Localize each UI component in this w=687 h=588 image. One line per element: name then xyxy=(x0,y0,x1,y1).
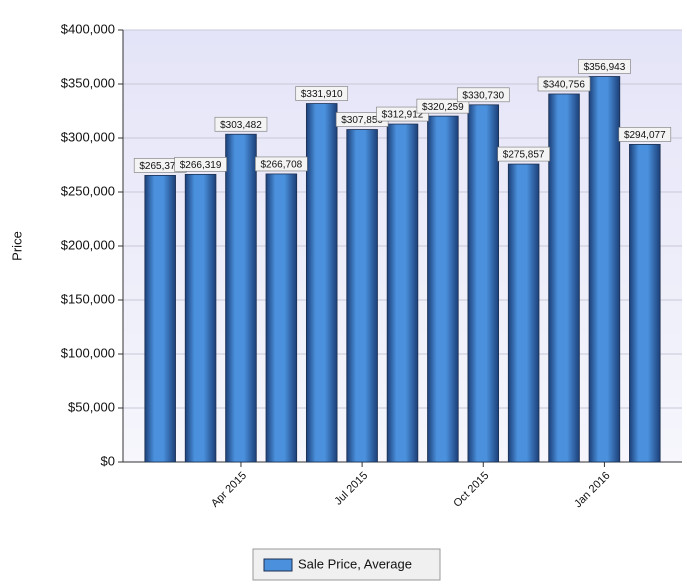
value-label: $340,756 xyxy=(543,80,585,91)
y-tick-label: $0 xyxy=(101,453,115,468)
bar xyxy=(588,76,621,463)
y-tick-label: $50,000 xyxy=(68,399,115,414)
x-tick-label: Jan 2016 xyxy=(572,470,612,510)
value-label-box xyxy=(618,127,672,142)
y-tick-label: $200,000 xyxy=(61,237,115,252)
value-label: $266,708 xyxy=(260,160,302,171)
bar xyxy=(184,173,217,463)
y-axis-label: Price xyxy=(9,231,24,261)
value-label: $331,910 xyxy=(301,89,343,100)
value-label-box xyxy=(497,146,550,162)
value-label: $275,857 xyxy=(503,150,545,161)
bar xyxy=(225,133,257,463)
value-label-box xyxy=(456,87,510,103)
value-label: $266,319 xyxy=(180,160,222,171)
x-tick-label: Oct 2015 xyxy=(451,470,491,510)
bar xyxy=(467,104,500,463)
value-label-box xyxy=(376,106,429,122)
bar xyxy=(507,163,540,463)
value-label: $303,482 xyxy=(220,120,262,131)
value-label: $356,943 xyxy=(584,62,626,73)
bar xyxy=(265,173,298,463)
value-label: $330,730 xyxy=(462,90,504,101)
legend-swatch xyxy=(263,558,293,572)
value-label: $312,912 xyxy=(382,110,424,121)
value-label: $265,370 xyxy=(139,161,181,172)
bar xyxy=(629,143,661,463)
value-label: $307,850 xyxy=(341,115,383,126)
value-label-box xyxy=(214,116,268,132)
value-label-box xyxy=(578,59,631,74)
x-tick-label: Apr 2015 xyxy=(209,470,249,510)
value-label-box xyxy=(295,86,349,101)
bar xyxy=(386,123,419,463)
y-tick-label: $350,000 xyxy=(61,75,115,90)
bar xyxy=(346,129,378,463)
value-label-box xyxy=(537,76,591,92)
value-label: $294,077 xyxy=(624,130,666,141)
bar xyxy=(427,115,459,463)
bar xyxy=(548,93,580,463)
value-label-box xyxy=(255,156,308,172)
bar xyxy=(305,103,338,463)
y-tick-label: $150,000 xyxy=(61,291,115,306)
y-tick-label: $100,000 xyxy=(61,345,115,360)
bar xyxy=(144,175,176,463)
value-label: $320,259 xyxy=(422,102,464,113)
y-tick-label: $400,000 xyxy=(61,21,115,36)
value-label-box xyxy=(174,157,227,172)
value-label-box xyxy=(416,98,470,114)
y-tick-label: $250,000 xyxy=(61,183,115,198)
y-tick-label: $300,000 xyxy=(61,129,115,144)
legend-label: Sale Price, Average xyxy=(298,556,412,571)
x-tick-label: Jul 2015 xyxy=(332,470,370,508)
